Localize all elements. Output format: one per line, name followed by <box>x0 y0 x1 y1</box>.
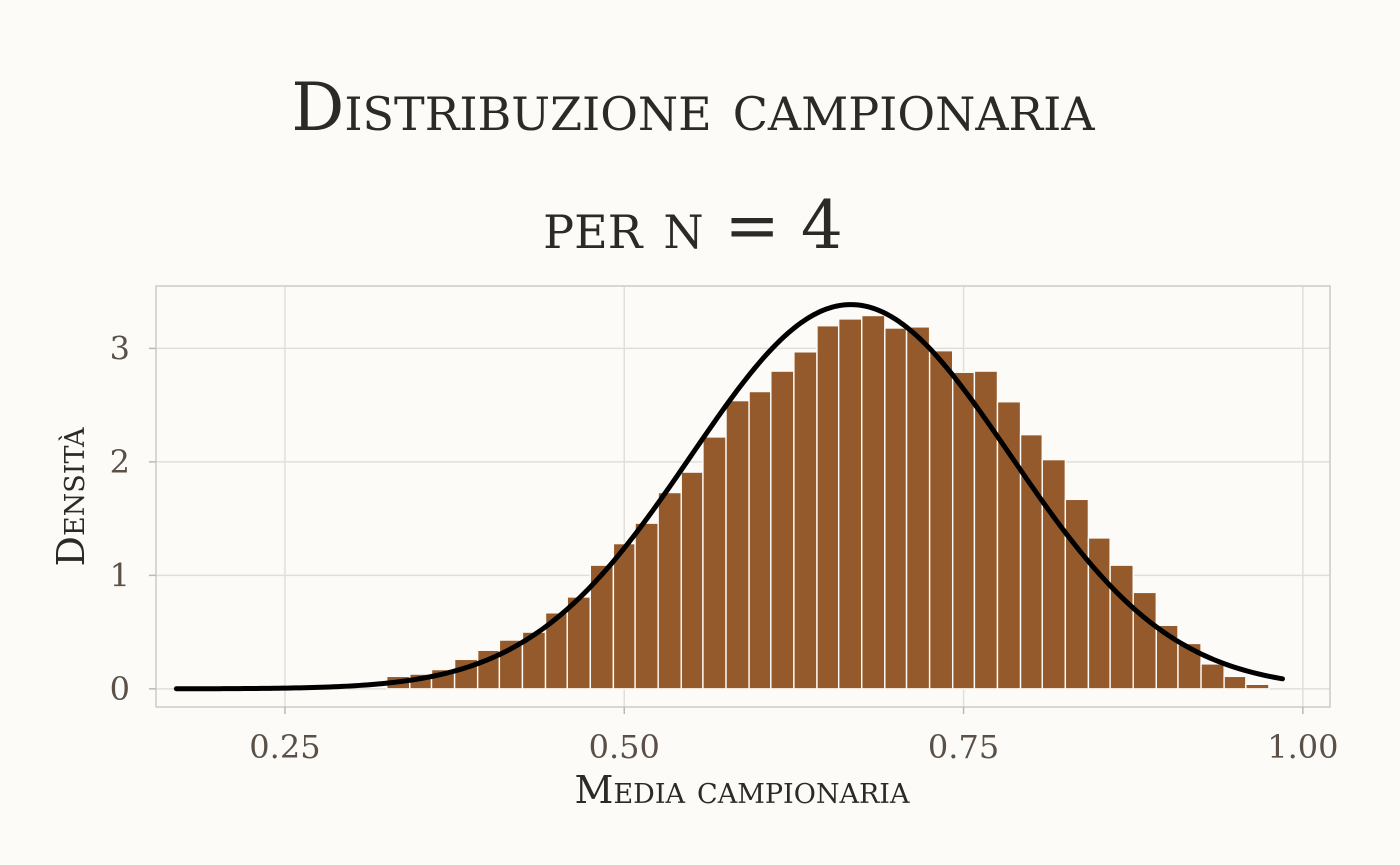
x-axis-title: Media campionaria <box>575 768 910 812</box>
histogram-bar <box>905 326 931 690</box>
histogram-bar <box>634 522 659 690</box>
histogram-bar <box>1223 675 1247 690</box>
histogram-bar <box>1132 591 1157 690</box>
y-tick-label: 3 <box>110 329 130 367</box>
histogram-bar <box>1200 663 1225 690</box>
histogram-bar <box>770 370 795 690</box>
y-axis-ticks: 0 1 2 3 <box>110 329 156 708</box>
y-tick-label: 0 <box>110 670 130 708</box>
histogram-bar <box>657 491 682 690</box>
histogram-bar <box>612 542 636 690</box>
x-axis-ticks: 0.25 0.50 0.75 1.00 <box>249 707 1338 766</box>
histogram-bar <box>1064 498 1090 690</box>
histogram-bar <box>1245 683 1270 690</box>
histogram-bar <box>816 325 840 690</box>
histogram-bar <box>951 371 976 690</box>
y-tick-label: 1 <box>110 556 130 594</box>
histogram-bar <box>1041 458 1067 690</box>
x-tick-label: 0.50 <box>589 728 660 766</box>
histogram-bar <box>566 596 592 690</box>
histogram-bar <box>748 390 772 690</box>
histogram-bar <box>1109 564 1134 690</box>
density-curve <box>173 302 1285 692</box>
histogram-bar <box>725 399 750 690</box>
x-tick-label: 0.75 <box>928 728 999 766</box>
histogram-bar <box>928 349 954 690</box>
x-tick-label: 0.25 <box>249 728 320 766</box>
chart-title-line-1: Distribuzione campionaria <box>291 69 1095 146</box>
histogram-bar <box>793 351 818 690</box>
x-tick-label: 1.00 <box>1267 728 1338 766</box>
histogram-bar <box>837 318 863 690</box>
histogram-bar <box>680 471 704 690</box>
histogram-bar <box>884 327 908 690</box>
histogram-bar <box>861 314 886 690</box>
plot-panel-border <box>155 285 1331 708</box>
histogram-bar <box>1087 537 1111 690</box>
histogram-bars <box>386 314 1270 690</box>
y-tick-label: 2 <box>110 443 130 481</box>
chart-title-line-2: per n = 4 <box>543 187 843 264</box>
histogram-bar <box>702 436 727 690</box>
y-axis-title: Densità <box>49 427 93 566</box>
